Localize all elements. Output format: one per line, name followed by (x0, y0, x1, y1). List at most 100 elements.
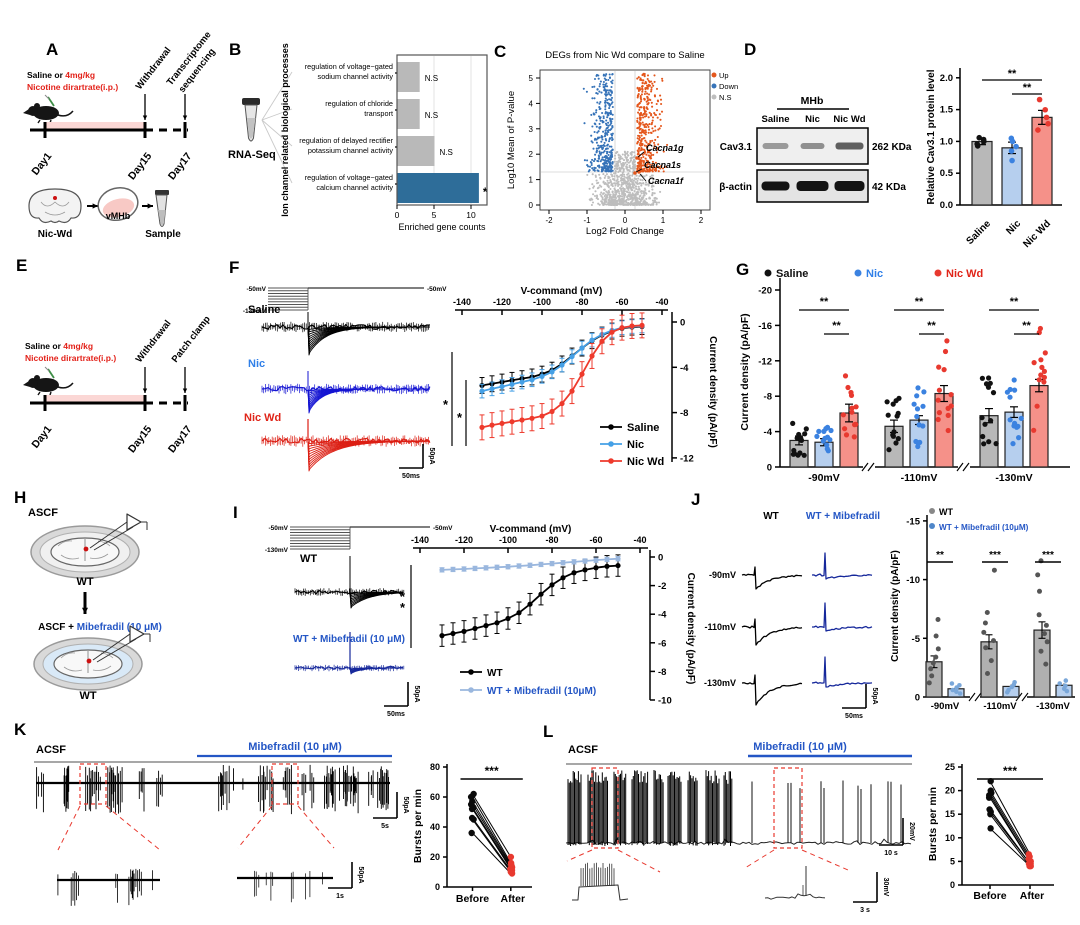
zoom-connector (105, 805, 161, 851)
volcano-dot (598, 106, 601, 109)
gene-label: Cacna1g (646, 143, 684, 153)
data-dot (915, 385, 921, 391)
volcano-dot (615, 196, 618, 200)
volcano-dot (640, 138, 644, 141)
volcano-dot (604, 108, 607, 111)
volcano-dot (608, 151, 611, 154)
volcano-dot (595, 119, 598, 122)
before-dot (987, 825, 994, 832)
volcano-dot (628, 182, 631, 185)
iv-marker (571, 559, 577, 565)
zoom-connector (237, 805, 273, 849)
volcano-dot (599, 126, 602, 129)
condition-label: Mibefradil (10 μM) (248, 741, 342, 753)
volcano-dot (643, 106, 646, 109)
data-dot (979, 375, 986, 381)
zoom-connector (297, 805, 335, 849)
volcano-dot (619, 174, 622, 177)
volcano-dot (602, 130, 605, 133)
volcano-dot (651, 82, 654, 85)
condition-label: Mibefradil (10 μM) (753, 741, 847, 753)
proto-top: -50mV (246, 286, 266, 293)
volcano-dot (598, 85, 601, 88)
volcano-dot (605, 203, 608, 206)
y-tick: -6 (658, 638, 666, 649)
volcano-dot (608, 89, 611, 92)
iv-marker (559, 362, 565, 368)
volcano-dot (587, 170, 590, 173)
zoom-connector (617, 849, 661, 873)
x-cat: Nic Wd (1021, 218, 1053, 250)
volcano-dot (611, 185, 614, 188)
data-dot (957, 683, 962, 688)
volcano-dot (636, 87, 639, 90)
panel-A: Saline or 4mg/kg Nicotine dirartrate(i.p.… (23, 29, 218, 240)
volcano-dot (599, 119, 602, 122)
volcano-dot (608, 112, 611, 115)
volcano-dot (603, 141, 606, 144)
volcano-dot (599, 153, 602, 156)
volcano-dot (591, 173, 594, 176)
volcano-dot (591, 125, 594, 128)
volcano-dot (617, 195, 620, 198)
b-bar (397, 173, 479, 203)
iv-marker (539, 413, 545, 419)
volcano-dot (645, 113, 648, 116)
data-dot (991, 567, 997, 573)
x-tick: -100 (499, 535, 517, 545)
volcano-dot (588, 187, 591, 190)
volcano-dot (620, 185, 623, 188)
volcano-dot (603, 77, 606, 80)
group-label: -110mV (901, 472, 938, 484)
data-dot (990, 390, 997, 396)
volcano-dot (594, 153, 597, 156)
sweep (307, 440, 430, 472)
x-cat: Nic (1004, 218, 1023, 237)
rect (45, 122, 145, 130)
volcano-dot (607, 131, 610, 134)
data-dot (928, 666, 934, 672)
volcano-dot (630, 194, 633, 198)
volcano-dot (616, 178, 619, 181)
y-axis-label: Current density (pA/pF) (890, 550, 901, 662)
volcano-dot (639, 100, 643, 103)
iv-chart-I: -140 -120 -100 -80 -60 -40 V-command (mV) 0 -2 -4… (400, 524, 696, 707)
bar (1029, 384, 1049, 468)
volcano-dot (646, 165, 649, 168)
data-dot (852, 422, 858, 428)
volcano-dot (635, 178, 638, 181)
y-axis-label: Bursts per min (927, 787, 939, 861)
volcano-dot (620, 188, 623, 191)
iv-marker (582, 558, 588, 564)
arrow-head (142, 115, 148, 120)
data-dot (890, 401, 896, 407)
volcano-dot (595, 92, 598, 95)
volcano-dot (610, 152, 613, 155)
volcano-dot (641, 153, 644, 156)
iv-marker (505, 564, 511, 570)
volcano-dot (595, 74, 598, 77)
injection-line2: Nicotine dirartrate(i.p.) (27, 82, 118, 92)
volcano-dot (626, 177, 629, 181)
volcano-dot (644, 80, 647, 83)
volcano-dot (595, 179, 598, 182)
data-dot (950, 687, 955, 693)
volcano-dot (602, 173, 605, 176)
spike-train (36, 764, 389, 815)
volcano-dot (604, 129, 607, 132)
volcano-dot (608, 145, 611, 148)
data-dot (842, 373, 849, 379)
data-dot (1015, 423, 1021, 429)
pair-line (989, 813, 1031, 867)
pair-line (472, 793, 512, 858)
data-dot (957, 691, 963, 696)
volcano-dot (659, 94, 662, 97)
volcano-dot (601, 121, 604, 124)
arrow-head (147, 203, 153, 209)
rect (242, 98, 260, 105)
volcano-dot (633, 195, 637, 198)
volcano-dot (591, 198, 594, 201)
volcano-dot (647, 116, 650, 119)
iv-marker (560, 575, 566, 581)
x-cat: Saline (965, 218, 994, 247)
